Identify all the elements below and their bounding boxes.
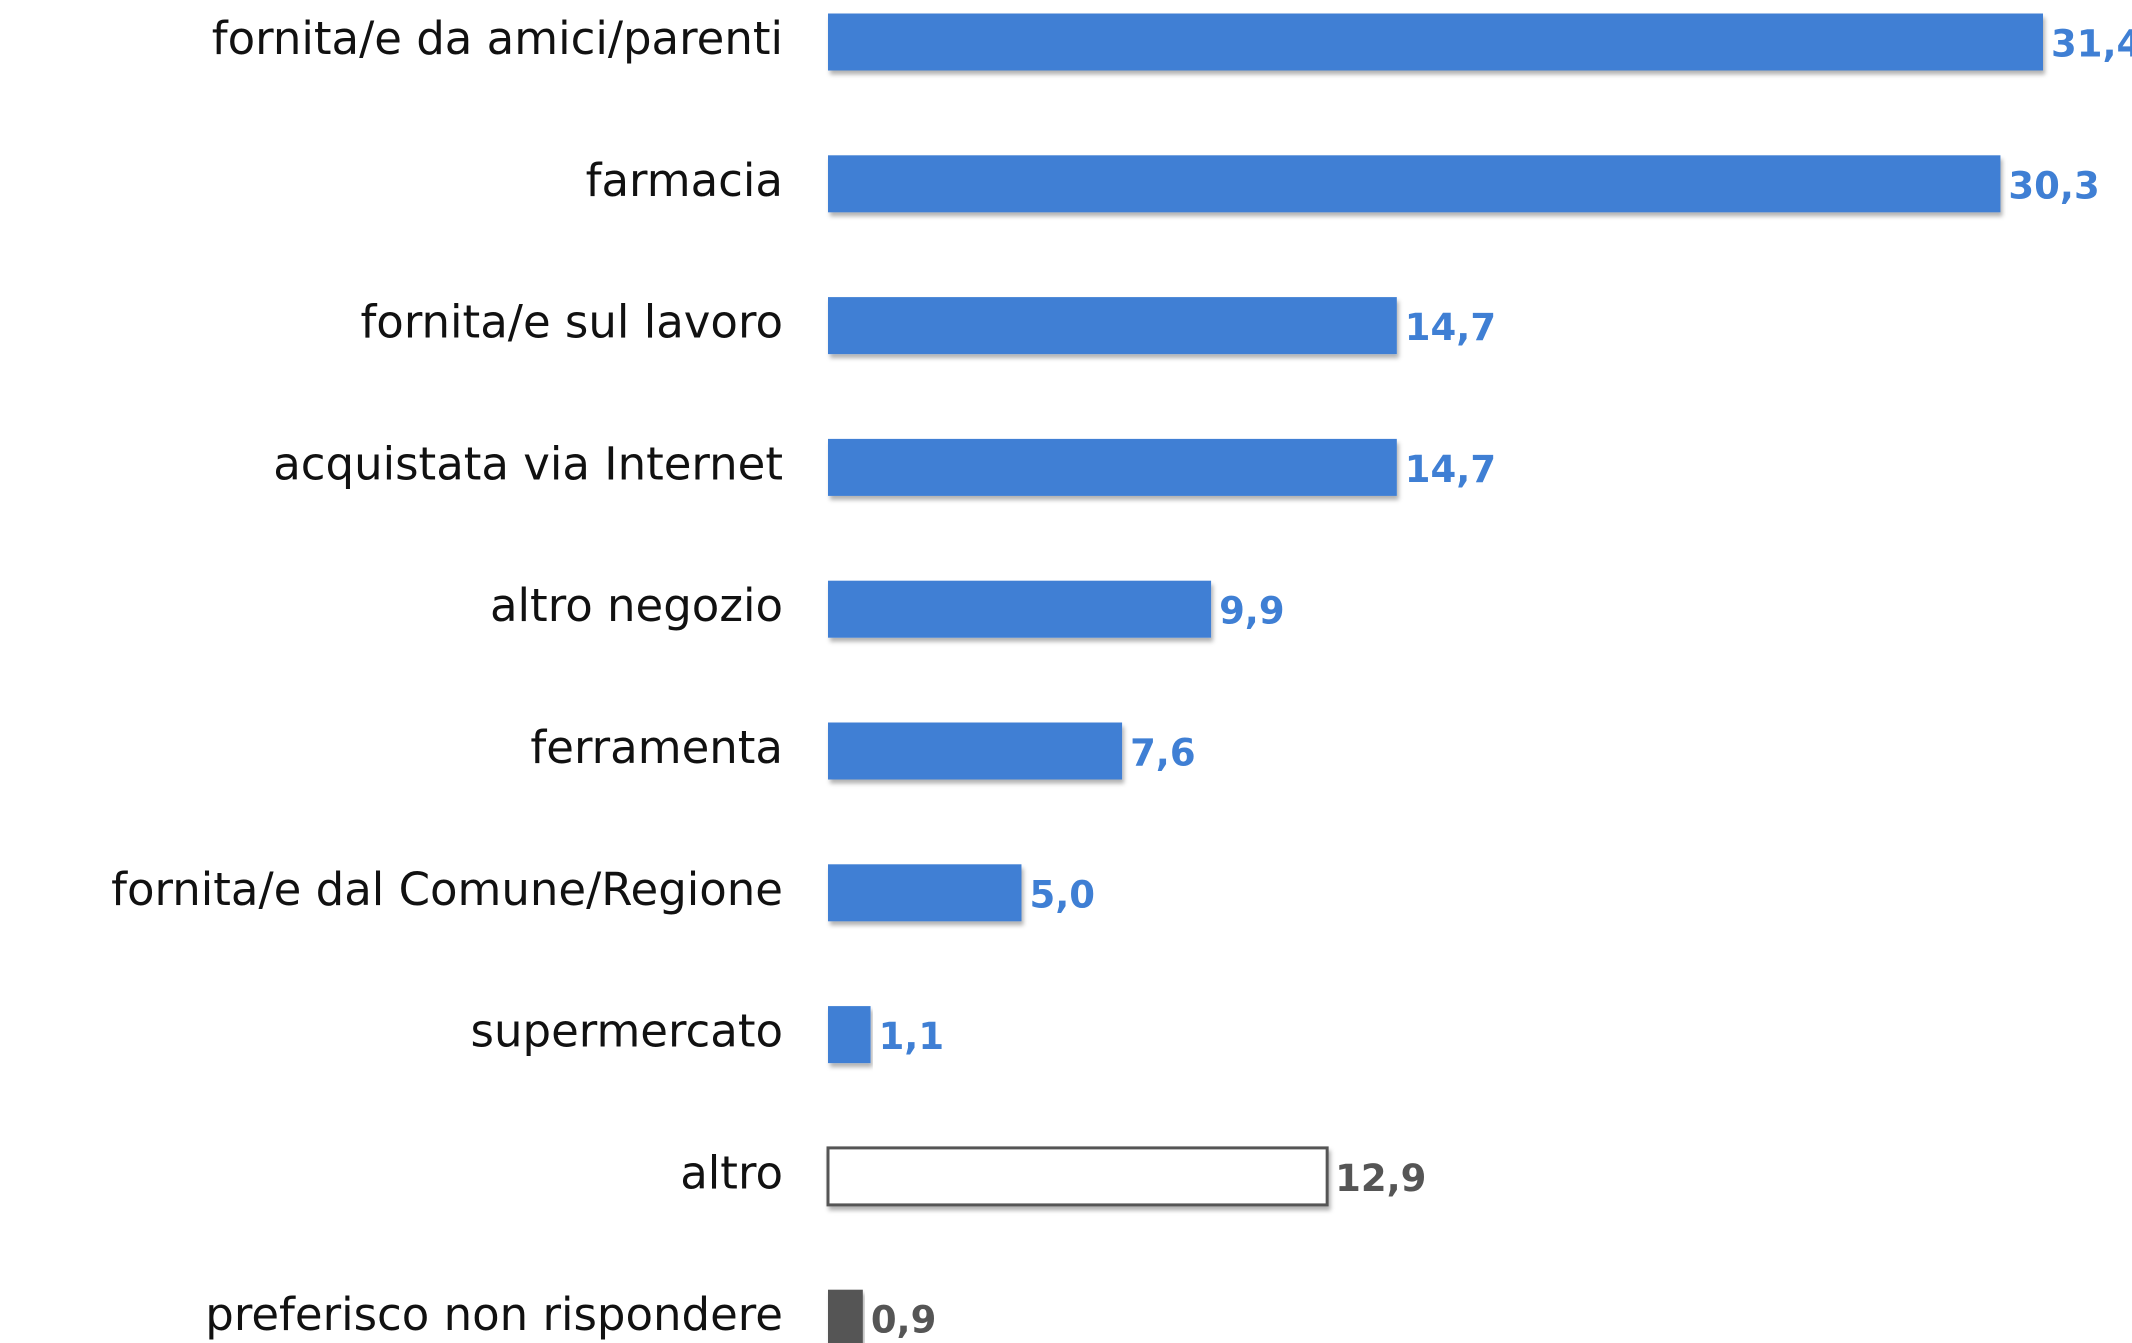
bar <box>828 722 1123 780</box>
value-label: 12,9 <box>1335 1157 1426 1200</box>
value-label: 14,7 <box>1405 448 1496 491</box>
value-label: 7,6 <box>1130 732 1196 775</box>
bar <box>828 297 1397 355</box>
bar <box>828 580 1212 638</box>
bar <box>828 1289 863 1343</box>
category-label: fornita/e da amici/parenti <box>212 12 783 65</box>
value-label: 31,4 <box>2051 23 2132 66</box>
category-label: farmacia <box>586 154 783 207</box>
category-label: acquistata via Internet <box>273 437 783 490</box>
category-label: altro <box>680 1146 783 1199</box>
value-label: 1,1 <box>879 1015 945 1058</box>
value-label: 30,3 <box>2008 164 2099 207</box>
category-label: preferisco non rispondere <box>205 1288 783 1341</box>
bar <box>828 13 2043 71</box>
value-label: 14,7 <box>1405 306 1496 349</box>
value-label: 9,9 <box>1219 590 1285 633</box>
category-label: supermercato <box>471 1005 783 1058</box>
category-label: altro negozio <box>490 579 783 632</box>
bar <box>828 864 1022 922</box>
value-label: 0,9 <box>871 1299 937 1342</box>
category-label: fornita/e dal Comune/Regione <box>111 863 783 916</box>
bar <box>828 155 2001 213</box>
bar <box>826 1146 1329 1207</box>
bar <box>828 438 1397 496</box>
category-label: ferramenta <box>530 721 783 774</box>
category-label: fornita/e sul lavoro <box>360 296 783 349</box>
value-label: 5,0 <box>1029 873 1095 916</box>
bar <box>828 1006 871 1064</box>
